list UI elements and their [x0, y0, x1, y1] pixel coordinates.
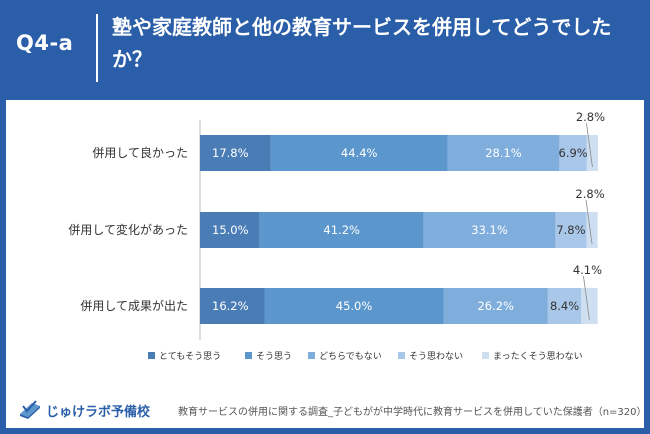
category-label: 併用して変化があった	[68, 222, 188, 237]
logo-book-icon	[20, 400, 40, 419]
data-label: 44.4%	[341, 146, 378, 160]
data-label: 2.8%	[576, 110, 605, 124]
page-title: 塾や家庭教師と他の教育サービスを併用してどうでしたか？	[112, 15, 612, 71]
category-label: 併用して成果が出た	[80, 298, 188, 313]
bar-segment	[200, 212, 260, 248]
bar-segment	[555, 212, 587, 248]
data-label: 2.8%	[575, 187, 604, 201]
legend-label: どちらでもない	[319, 351, 382, 362]
data-label: 45.0%	[336, 299, 373, 313]
data-label: 28.1%	[485, 146, 522, 160]
leader-line	[586, 122, 593, 168]
legend-swatch	[245, 352, 252, 359]
leader-line	[585, 199, 593, 245]
header-divider	[96, 14, 98, 82]
bar-segment	[200, 288, 265, 324]
bar-segment	[559, 135, 587, 171]
bar-segment	[447, 135, 560, 171]
question-label: Q4-a	[16, 31, 74, 55]
bar-segment	[581, 288, 598, 324]
header: Q4-a 塾や家庭教師と他の教育サービスを併用してどうでしたか？	[0, 0, 650, 100]
legend-label: そう思う	[256, 351, 292, 362]
leader-line	[583, 275, 590, 321]
legend-swatch	[308, 352, 315, 359]
data-label: 4.1%	[573, 263, 602, 277]
data-label: 41.2%	[323, 223, 360, 237]
category-label: 併用して良かった	[92, 145, 188, 160]
legend-label: まったくそう思わない	[493, 351, 583, 362]
bar-segment	[270, 135, 448, 171]
source-note: 教育サービスの併用に関する調査_子どもがが中学時代に教育サービスを併用していた保…	[178, 407, 647, 418]
data-label: 6.9%	[559, 146, 588, 160]
data-label: 17.8%	[212, 146, 249, 160]
bar-segment	[586, 212, 598, 248]
bar-segment	[423, 212, 556, 248]
logo-text: じゅけラボ予備校	[46, 404, 151, 420]
legend-swatch	[482, 352, 489, 359]
stacked-bar-chart: 併用して良かった 17.8% 44.4% 28.1% 6.9% 2.8% 併用して変化があっ…	[68, 110, 605, 362]
data-label: 15.0%	[212, 223, 249, 237]
bar-segment	[547, 288, 582, 324]
data-label: 7.8%	[556, 223, 585, 237]
data-label: 26.2%	[477, 299, 514, 313]
bar-segment	[259, 212, 424, 248]
legend-swatch	[398, 352, 405, 359]
legend-label: そう思わない	[409, 351, 463, 362]
bar-segment	[200, 135, 271, 171]
legend-label: とてもそう思う	[159, 351, 221, 362]
data-label: 33.1%	[471, 223, 508, 237]
data-label: 8.4%	[550, 299, 579, 313]
data-label: 16.2%	[212, 299, 249, 313]
bar-segment	[443, 288, 548, 324]
bar-segment	[264, 288, 444, 324]
legend-swatch	[148, 352, 155, 359]
bar-segment	[586, 135, 598, 171]
brand-logo: じゅけラボ予備校	[18, 399, 150, 421]
